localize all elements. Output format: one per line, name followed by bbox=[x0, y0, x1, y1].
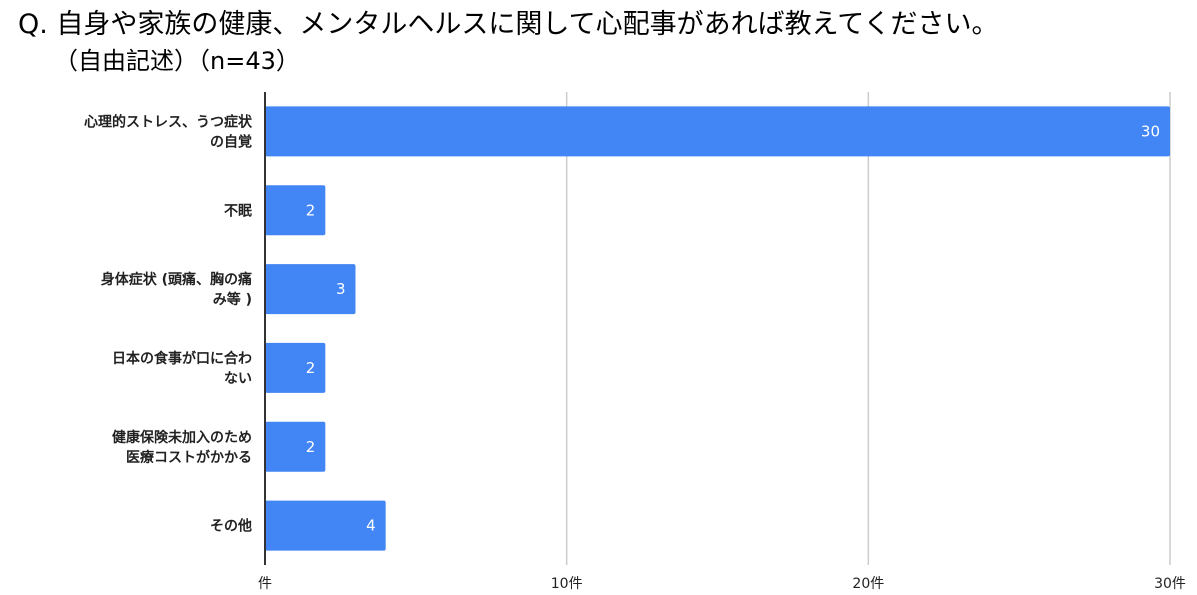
data-label: 2 bbox=[306, 359, 316, 377]
bar bbox=[265, 342, 326, 393]
bar bbox=[265, 185, 326, 236]
bar bbox=[265, 421, 326, 472]
data-label: 30 bbox=[1141, 122, 1160, 140]
data-label: 3 bbox=[336, 280, 346, 298]
data-label: 2 bbox=[306, 201, 316, 219]
category-label: み等 ) bbox=[213, 291, 252, 308]
bar bbox=[265, 106, 1170, 157]
data-label: 4 bbox=[366, 517, 376, 535]
category-label: その他 bbox=[210, 518, 252, 535]
chart-title: Q. 自身や家族の健康、メンタルヘルスに関して心配事があれば教えてください。 bbox=[18, 9, 999, 40]
category-label: ない bbox=[224, 371, 252, 387]
category-label: 不眠 bbox=[224, 203, 252, 219]
category-label: 日本の食事が口に合わ bbox=[112, 350, 252, 367]
category-label: の自覚 bbox=[210, 133, 252, 150]
chart-subtitle: （自由記述）（n=43） bbox=[54, 47, 300, 75]
x-tick-label: 30件 bbox=[1154, 576, 1186, 592]
bar bbox=[265, 264, 356, 315]
category-label: 心理的ストレス、うつ症状 bbox=[84, 113, 253, 130]
x-tick-label: 20件 bbox=[852, 576, 884, 592]
category-label: 健康保険未加入のため bbox=[112, 429, 252, 446]
data-label: 2 bbox=[306, 438, 316, 456]
category-label: 医療コストがかかる bbox=[126, 449, 252, 466]
x-tick-label: 件 bbox=[258, 576, 272, 592]
bar bbox=[265, 500, 386, 551]
category-label: 身体症状 (頭痛、胸の痛 bbox=[101, 271, 252, 288]
x-tick-label: 10件 bbox=[551, 576, 583, 592]
